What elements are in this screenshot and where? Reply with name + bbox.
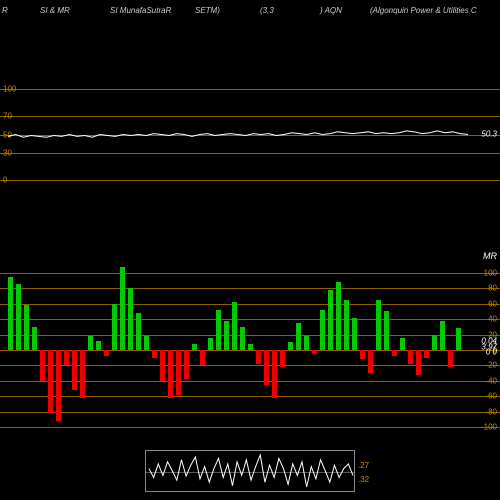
bar <box>128 288 133 350</box>
mini-panel: .27.32 <box>145 450 355 492</box>
bar <box>216 310 221 350</box>
bar <box>240 327 245 350</box>
bar <box>440 321 445 350</box>
bar <box>48 350 53 413</box>
bar <box>176 350 181 395</box>
bar <box>328 290 333 350</box>
bar <box>312 350 317 354</box>
bar <box>16 284 21 350</box>
bar <box>168 350 173 398</box>
bar <box>344 300 349 350</box>
bar <box>120 267 125 350</box>
bar <box>96 341 101 350</box>
bar <box>296 323 301 350</box>
bar-panel: -100-80-60-40-20020406080100MR0.043.970 … <box>0 265 500 435</box>
bar <box>392 350 397 356</box>
bar <box>200 350 205 365</box>
header-strip: R SI & MR SI MunafaSutraR SETM) (3,3 ) AQN (Al… <box>0 6 500 18</box>
header-text: (Algonquin Power & Utilities C <box>370 6 477 15</box>
header-text: R <box>2 6 8 15</box>
bar <box>376 300 381 350</box>
bar <box>64 350 69 365</box>
bar <box>144 336 149 350</box>
bar <box>40 350 45 381</box>
bar <box>112 304 117 350</box>
bar <box>152 350 157 358</box>
bar <box>232 302 237 350</box>
bar <box>280 350 285 367</box>
bar <box>88 336 93 350</box>
header-text: SETM) <box>195 6 220 15</box>
bar <box>424 350 429 358</box>
header-text: (3,3 <box>260 6 274 15</box>
header-text: SI & MR <box>40 6 70 15</box>
bar <box>248 344 253 350</box>
bar <box>352 318 357 350</box>
bar <box>256 350 261 364</box>
header-text: SI MunafaSutraR <box>110 6 171 15</box>
bar <box>208 338 213 350</box>
bar <box>360 350 365 359</box>
bar <box>288 342 293 350</box>
bar <box>264 350 269 385</box>
bar <box>384 311 389 350</box>
bar <box>400 338 405 350</box>
bar <box>272 350 277 398</box>
bar <box>224 321 229 350</box>
bar <box>368 350 373 373</box>
bar <box>160 350 165 381</box>
bar <box>8 277 13 350</box>
bar <box>72 350 77 390</box>
bar <box>80 350 85 398</box>
bar <box>304 336 309 350</box>
bar <box>408 350 413 364</box>
bar <box>416 350 421 375</box>
bar <box>456 328 461 350</box>
bar <box>448 350 453 367</box>
bar <box>320 310 325 350</box>
bar <box>432 335 437 350</box>
bar <box>56 350 61 421</box>
bar <box>184 350 189 379</box>
bar <box>32 327 37 350</box>
bar <box>104 350 109 356</box>
header-text: ) AQN <box>320 6 342 15</box>
bar <box>136 313 141 350</box>
line-panel: 030507010050.3 <box>0 80 500 180</box>
bar <box>24 305 29 350</box>
bar <box>192 344 197 350</box>
bar <box>336 282 341 350</box>
